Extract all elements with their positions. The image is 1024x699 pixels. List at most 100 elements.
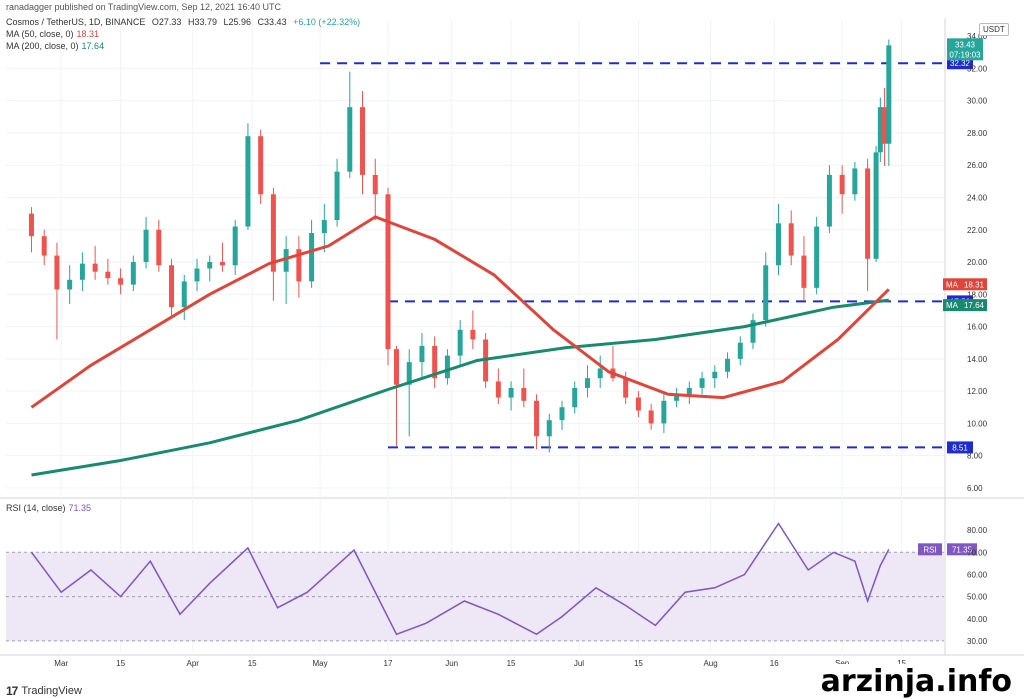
candle	[877, 97, 883, 162]
rsi-tag-bg	[918, 543, 942, 556]
ma50-label: MA (50, close, 0)	[6, 29, 74, 39]
candle	[470, 310, 476, 350]
time-tick-label: Jun	[445, 659, 458, 668]
candle-body	[674, 394, 680, 401]
time-tick-label: 15	[116, 659, 125, 668]
candle-body	[865, 168, 871, 259]
candle-body	[105, 271, 111, 279]
ma200-legend: MA (200, close, 0) 17.64	[6, 40, 104, 52]
candle	[181, 274, 187, 321]
candle	[775, 203, 781, 275]
ma50-legend: MA (50, close, 0) 18.31	[6, 28, 99, 40]
rsi-tick-label: 70.00	[967, 548, 988, 557]
candle	[521, 368, 527, 408]
rsi-line: RSI 71.35	[30, 522, 977, 636]
candle-body	[347, 107, 353, 172]
rsi-tick-label: 30.00	[967, 637, 988, 646]
candle	[725, 352, 731, 379]
candle-body	[372, 174, 378, 195]
candle	[194, 258, 200, 292]
candle-body	[156, 229, 162, 266]
candle	[419, 333, 425, 379]
low-value: L25.96	[223, 17, 252, 27]
time-tick-label: Apr	[187, 659, 200, 668]
tradingview-logo-icon: 17	[6, 684, 18, 698]
close-value: C33.43	[257, 17, 287, 27]
publisher-info: ranadagger published on TradingView.com,…	[6, 2, 282, 12]
candle-body	[775, 223, 781, 266]
candle	[232, 220, 238, 275]
candle	[508, 381, 514, 411]
candle-body	[495, 381, 501, 398]
candle	[788, 210, 794, 266]
candle	[610, 345, 616, 382]
price-tick-label: 20.00	[967, 258, 988, 267]
axes: 34.00 32.00 30.00 28.00 26.00 24.00 22.00 20.00…	[54, 32, 987, 668]
candle-body	[826, 174, 832, 227]
symbol-name: Cosmos / TetherUS, 1D, BINANCE	[6, 17, 146, 27]
candle-body	[232, 226, 238, 266]
candle	[584, 365, 590, 398]
candle	[686, 381, 692, 405]
symbol-legend: Cosmos / TetherUS, 1D, BINANCE O27.33 H3…	[6, 16, 364, 28]
time-tick-label: 15	[248, 659, 257, 668]
candle-body	[814, 226, 820, 288]
candle-body	[648, 410, 654, 424]
candle	[105, 258, 111, 285]
currency-unit[interactable]: USDT	[979, 23, 1009, 36]
candle-body	[309, 232, 315, 282]
candle-body	[877, 107, 883, 153]
candle	[406, 349, 412, 437]
candle	[763, 252, 769, 327]
time-tick-label: 17	[384, 659, 393, 668]
candle-body	[508, 387, 514, 398]
candle-body	[270, 194, 276, 272]
candle-body	[737, 342, 743, 359]
candle	[207, 255, 213, 282]
candle	[699, 371, 705, 395]
ma200-value: 17.64	[81, 41, 105, 51]
ma-tag-bg	[943, 278, 961, 291]
tradingview-brand[interactable]: 17 TradingView	[6, 684, 82, 698]
candle-body	[584, 378, 590, 388]
candle	[674, 387, 680, 408]
candle-body	[258, 136, 264, 195]
rsi-path	[30, 522, 890, 636]
time-tick-label: Jul	[574, 659, 584, 668]
rsi-value: 71.35	[68, 503, 92, 513]
rsi-label: RSI (14, close)	[6, 503, 66, 513]
candle-body	[130, 262, 136, 285]
candle-body	[67, 279, 73, 290]
candle-body	[572, 387, 578, 408]
candle-body	[661, 400, 667, 424]
candle-body	[169, 265, 175, 308]
time-tick-label: Aug	[703, 659, 717, 668]
candle	[296, 236, 302, 298]
moving-averages	[30, 215, 890, 477]
candle	[360, 90, 366, 195]
candle-body	[521, 387, 527, 401]
candle-body	[118, 278, 124, 285]
candle	[635, 391, 641, 417]
candle-body	[360, 107, 366, 175]
candle-body	[219, 262, 225, 266]
candle	[886, 39, 892, 166]
ma-value-label: 18.31	[964, 280, 985, 289]
candle	[270, 187, 276, 301]
candle	[143, 216, 149, 269]
last-price-bg	[947, 38, 983, 61]
ma50-line	[30, 215, 890, 409]
candle-body	[725, 358, 731, 372]
price-tick-label: 12.00	[967, 387, 988, 396]
candle-body	[635, 397, 641, 411]
candle	[801, 236, 807, 301]
candle-body	[54, 255, 60, 290]
candle-body	[143, 229, 149, 263]
candle	[559, 400, 565, 430]
time-tick-label: 16	[770, 659, 779, 668]
last-price-label: 33.43	[955, 40, 976, 49]
time-tick-label: Mar	[54, 659, 68, 668]
candle-body	[852, 168, 858, 195]
candle	[534, 394, 540, 450]
